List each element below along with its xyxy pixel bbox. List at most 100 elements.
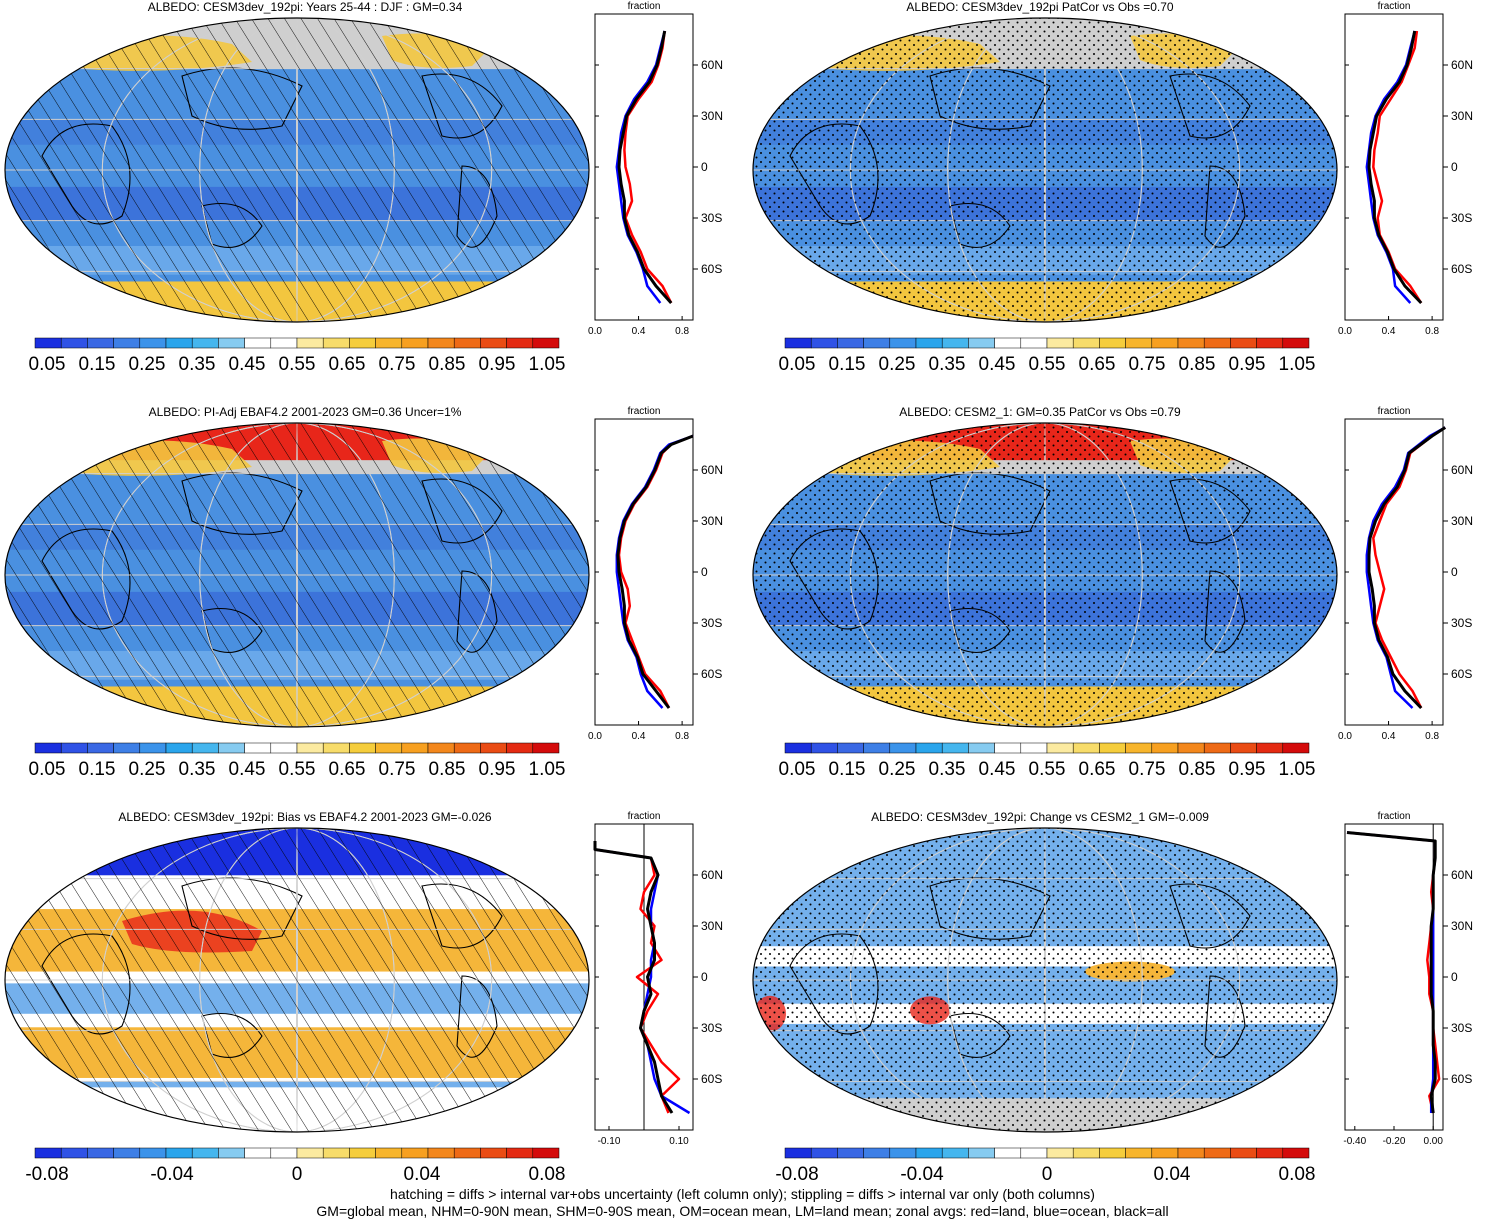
colorbar-label: 0.45 bbox=[979, 759, 1016, 780]
colorbar-segment bbox=[968, 1147, 995, 1159]
colorbar-segment bbox=[784, 742, 812, 754]
x-tick-label: 0.0 bbox=[588, 731, 602, 742]
colorbar-segment bbox=[296, 337, 324, 349]
stippling-overlay bbox=[753, 423, 1337, 727]
colorbar-segment bbox=[1282, 337, 1310, 349]
colorbar-segment bbox=[375, 742, 403, 754]
x-tick-label: -0.20 bbox=[1383, 1136, 1406, 1147]
colorbar-segment bbox=[889, 337, 917, 349]
colorbar-label: 0.05 bbox=[779, 759, 816, 780]
colorbar-label: 0.55 bbox=[1029, 759, 1066, 780]
colorbar-segment bbox=[270, 337, 298, 349]
colorbar-segment bbox=[863, 337, 891, 349]
colorbar-segment bbox=[139, 742, 167, 754]
colorbar-segment bbox=[1282, 742, 1310, 754]
colorbar-label: 0.15 bbox=[79, 354, 116, 375]
colorbar-segment bbox=[244, 742, 272, 754]
lat-tick-label: 0 bbox=[1451, 160, 1458, 174]
x-tick-label: 0.8 bbox=[675, 326, 689, 337]
colorbar-segment bbox=[1282, 1147, 1310, 1159]
colorbar-segment bbox=[889, 1147, 917, 1159]
panel-title-1: ALBEDO: CESM3dev_192pi: Years 25-44 : DJ… bbox=[147, 0, 463, 14]
colorbar-segment bbox=[1099, 337, 1126, 349]
lat-tick-label: 30S bbox=[701, 616, 722, 630]
colorbar-segment bbox=[994, 337, 1022, 349]
lat-tick-label: 60S bbox=[1451, 667, 1472, 681]
colorbar-label: 0.15 bbox=[829, 354, 866, 375]
colorbar-label: 0.75 bbox=[379, 354, 416, 375]
colorbar-segment bbox=[784, 337, 812, 349]
colorbar-segment bbox=[1072, 337, 1100, 349]
colorbar-label: 0.15 bbox=[79, 759, 116, 780]
colorbar-segment bbox=[1256, 742, 1284, 754]
colorbar-segment bbox=[941, 1147, 969, 1159]
colorbar-label: 0.65 bbox=[329, 354, 366, 375]
x-tick-label: 0.00 bbox=[1423, 1136, 1443, 1147]
colorbar-label: 0.05 bbox=[779, 354, 816, 375]
colorbar-segment bbox=[401, 742, 429, 754]
zonal-line-all bbox=[593, 841, 674, 1114]
albedo-bias-map bbox=[4, 827, 590, 1133]
panel-title-6: ALBEDO: CESM3dev_192pi: Change vs CESM2_… bbox=[871, 810, 1209, 824]
zonal-xlabel: fraction bbox=[628, 811, 661, 822]
colorbar-2: 0.05 0.15 0.25 0.35 0.45 0.55 0.65 0.75 0.85 0.95… bbox=[779, 337, 1315, 375]
colorbar-segment bbox=[915, 337, 943, 349]
colorbar-segment bbox=[532, 1147, 560, 1159]
lat-tick-label: 30N bbox=[1451, 514, 1473, 528]
colorbar-label: 0.95 bbox=[479, 354, 516, 375]
colorbar-segment bbox=[480, 337, 507, 349]
colorbar-segment bbox=[968, 337, 995, 349]
colorbar-segment bbox=[113, 337, 141, 349]
colorbar-segment bbox=[1020, 1147, 1048, 1159]
colorbar-segment bbox=[349, 1147, 376, 1159]
colorbar-segment bbox=[863, 742, 891, 754]
x-tick-label: 0.4 bbox=[632, 731, 646, 742]
colorbar-label: 1.05 bbox=[529, 354, 566, 375]
colorbar-segment bbox=[87, 742, 114, 754]
colorbar-segment bbox=[270, 1147, 298, 1159]
colorbar-segment bbox=[139, 1147, 167, 1159]
albedo-map-1 bbox=[4, 17, 590, 323]
colorbar-label: -0.04 bbox=[900, 1164, 944, 1185]
colorbar-segment bbox=[1230, 742, 1257, 754]
colorbar-segment bbox=[375, 337, 403, 349]
lat-tick-label: 60S bbox=[701, 1072, 722, 1086]
colorbar-segment bbox=[34, 1147, 62, 1159]
x-tick-label: 0.4 bbox=[632, 326, 646, 337]
colorbar-segment bbox=[375, 1147, 403, 1159]
colorbar-label: 0.85 bbox=[1179, 759, 1216, 780]
lat-tick-label: 60N bbox=[701, 463, 723, 477]
lat-tick-label: 30N bbox=[1451, 109, 1473, 123]
colorbar-label: 0.25 bbox=[129, 354, 166, 375]
colorbar-segment bbox=[1151, 337, 1179, 349]
colorbar-label: 0.15 bbox=[829, 759, 866, 780]
colorbar-segment bbox=[863, 1147, 891, 1159]
lat-tick-label: 30S bbox=[701, 1021, 722, 1035]
lat-tick-label: 0 bbox=[701, 565, 708, 579]
colorbar-3: 0.05 0.15 0.25 0.35 0.45 0.55 0.65 0.75 0.85 0.95… bbox=[29, 742, 565, 780]
colorbar-segment bbox=[1177, 1147, 1205, 1159]
colorbar-segment bbox=[915, 742, 943, 754]
colorbar-label: 0.45 bbox=[229, 759, 266, 780]
colorbar-diff-1: -0.08 -0.04 0 0.04 0.08 bbox=[25, 1147, 565, 1185]
colorbar-segment bbox=[1177, 337, 1205, 349]
panel-title-3: ALBEDO: PI-Adj EBAF4.2 2001-2023 GM=0.36… bbox=[148, 405, 462, 419]
colorbar-label: 0.95 bbox=[1229, 759, 1266, 780]
stippling-overlay bbox=[753, 18, 1337, 322]
colorbar-segment bbox=[506, 337, 534, 349]
colorbar-1: 0.05 0.15 0.25 0.35 0.45 0.55 0.65 0.75 0.85 0.95… bbox=[29, 337, 566, 375]
x-tick-label: 0.4 bbox=[1382, 731, 1396, 742]
colorbar-segment bbox=[1046, 1147, 1074, 1159]
lat-tick-label: 30S bbox=[1451, 211, 1472, 225]
zonal-avg-plot-3: fraction 60N 30N 0 30S 60S 0.0 0.4 0.8 bbox=[588, 406, 723, 742]
lat-tick-label: 60S bbox=[701, 667, 722, 681]
colorbar-segment bbox=[165, 337, 193, 349]
lat-tick-label: 60S bbox=[701, 262, 722, 276]
x-tick-label: 0.0 bbox=[1338, 326, 1352, 337]
lat-tick-label: 30S bbox=[1451, 1021, 1472, 1035]
lat-tick-label: 60S bbox=[1451, 1072, 1472, 1086]
colorbar-label: 0.25 bbox=[879, 354, 916, 375]
colorbar-segment bbox=[994, 742, 1022, 754]
lat-tick-label: 0 bbox=[1451, 565, 1458, 579]
colorbar-segment bbox=[218, 1147, 245, 1159]
